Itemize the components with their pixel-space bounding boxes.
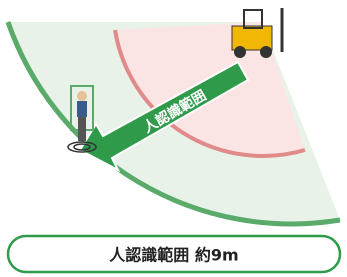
caption: 人認識範囲 約9m [109, 246, 238, 265]
forklift [232, 8, 282, 58]
illustration: 人認識範囲 人認識範囲 約9m [0, 0, 347, 277]
page: 人認識範囲 人認識範囲 約9m (() => { const data = JS… [0, 0, 347, 277]
